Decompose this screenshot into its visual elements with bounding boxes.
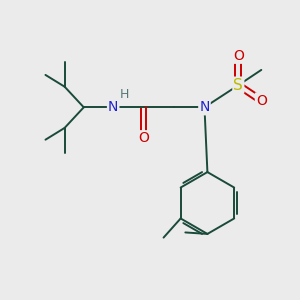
Text: H: H — [120, 88, 129, 101]
Text: N: N — [199, 100, 210, 114]
Text: N: N — [108, 100, 119, 114]
Text: S: S — [233, 78, 243, 93]
Text: O: O — [233, 49, 244, 63]
Text: O: O — [256, 94, 267, 107]
Text: O: O — [138, 131, 149, 145]
